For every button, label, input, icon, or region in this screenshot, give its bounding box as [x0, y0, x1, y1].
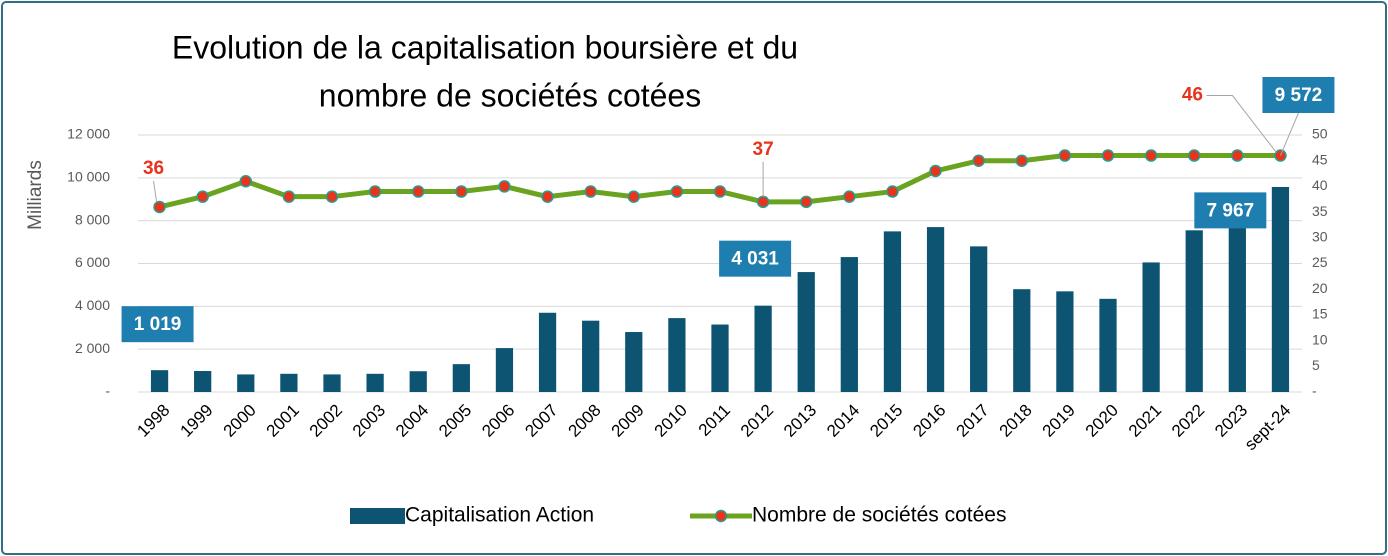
y2-tick-label: 50 [1312, 126, 1328, 142]
marker [972, 154, 985, 167]
leader-line [1206, 95, 1277, 153]
data-label: 46 [1182, 85, 1203, 106]
bar [840, 257, 858, 392]
y2-tick-label: 40 [1312, 177, 1328, 193]
marker [153, 200, 166, 214]
label-box [1194, 192, 1267, 229]
y2-tick-label: - [1312, 383, 1317, 399]
marker [627, 190, 641, 203]
data-label: 1 019 [134, 314, 182, 335]
bar [711, 324, 729, 392]
y2-tick-label: 30 [1312, 229, 1328, 245]
y2-tick-label: 25 [1312, 254, 1328, 270]
marker [1144, 149, 1158, 162]
data-label: 9 572 [1275, 85, 1323, 106]
marker [886, 185, 899, 198]
bar [926, 227, 945, 392]
y2-tick-label: 45 [1312, 151, 1328, 167]
marker [368, 185, 382, 198]
marker [498, 180, 511, 193]
marker [929, 164, 942, 178]
bar [883, 231, 902, 392]
marker [799, 195, 813, 209]
bar [323, 374, 341, 392]
label-box [1262, 76, 1335, 113]
marker [411, 185, 425, 198]
bar [150, 370, 169, 392]
bar [538, 312, 557, 392]
legend-label: Capitalisation Action [405, 504, 594, 527]
bar [1228, 221, 1246, 392]
bar [970, 246, 988, 392]
bar [754, 305, 772, 392]
data-label: 37 [753, 139, 774, 160]
marker [670, 185, 684, 198]
data-label: 36 [143, 158, 164, 179]
marker [282, 190, 296, 203]
y2-tick-label: 10 [1312, 331, 1328, 347]
marker [239, 175, 253, 188]
bar [280, 373, 298, 392]
y2-tick-label: 5 [1312, 357, 1320, 373]
marker [1231, 149, 1244, 162]
y-tick-label: 10 000 [67, 169, 110, 185]
y2-tick-label: 20 [1312, 280, 1328, 296]
bar [237, 374, 255, 392]
marker [1015, 154, 1029, 167]
legend-label: Nombre de sociétés cotées [752, 504, 1006, 527]
data-label: 7 967 [1207, 200, 1255, 221]
marker [455, 185, 468, 198]
bar [582, 320, 600, 392]
bar [1056, 291, 1074, 392]
bar [1142, 262, 1160, 392]
marker [325, 190, 339, 203]
y-tick-label: 2 000 [75, 340, 110, 356]
bar [194, 371, 212, 392]
y-tick-label: 6 000 [75, 254, 110, 270]
bar [1013, 289, 1031, 392]
marker [713, 185, 727, 198]
y2-tick-label: 35 [1312, 203, 1328, 219]
marker [541, 190, 554, 203]
bar [1271, 186, 1290, 392]
legend-marker [714, 509, 728, 523]
bar [668, 318, 686, 392]
bar [1099, 298, 1117, 392]
chart-title: nombre de sociétés cotées [319, 77, 701, 113]
y-tick-label: 8 000 [75, 211, 110, 227]
chart-title: Evolution de la capitalisation boursière… [172, 29, 798, 65]
marker [196, 190, 209, 203]
y-axis-label: Milliards [25, 160, 46, 230]
bar [452, 364, 470, 392]
marker [843, 190, 856, 203]
marker [1187, 149, 1201, 162]
bar [625, 332, 643, 392]
y-tick-label: 4 000 [75, 297, 110, 313]
marker [1101, 149, 1115, 162]
label-box [719, 240, 792, 277]
marker [584, 185, 597, 198]
data-label: 4 031 [731, 249, 779, 270]
bar [495, 348, 514, 392]
bar [409, 371, 427, 392]
leader-line [1279, 112, 1299, 156]
label-box [121, 306, 194, 343]
bar [1185, 230, 1203, 392]
y-tick-label: 12 000 [67, 126, 110, 142]
bar [797, 272, 815, 392]
marker [1058, 149, 1072, 162]
leader-line [153, 180, 158, 203]
legend-swatch [350, 508, 405, 524]
y2-tick-label: 15 [1312, 306, 1328, 322]
bar [366, 373, 384, 392]
marker [756, 195, 770, 209]
y-tick-label: - [105, 383, 110, 399]
